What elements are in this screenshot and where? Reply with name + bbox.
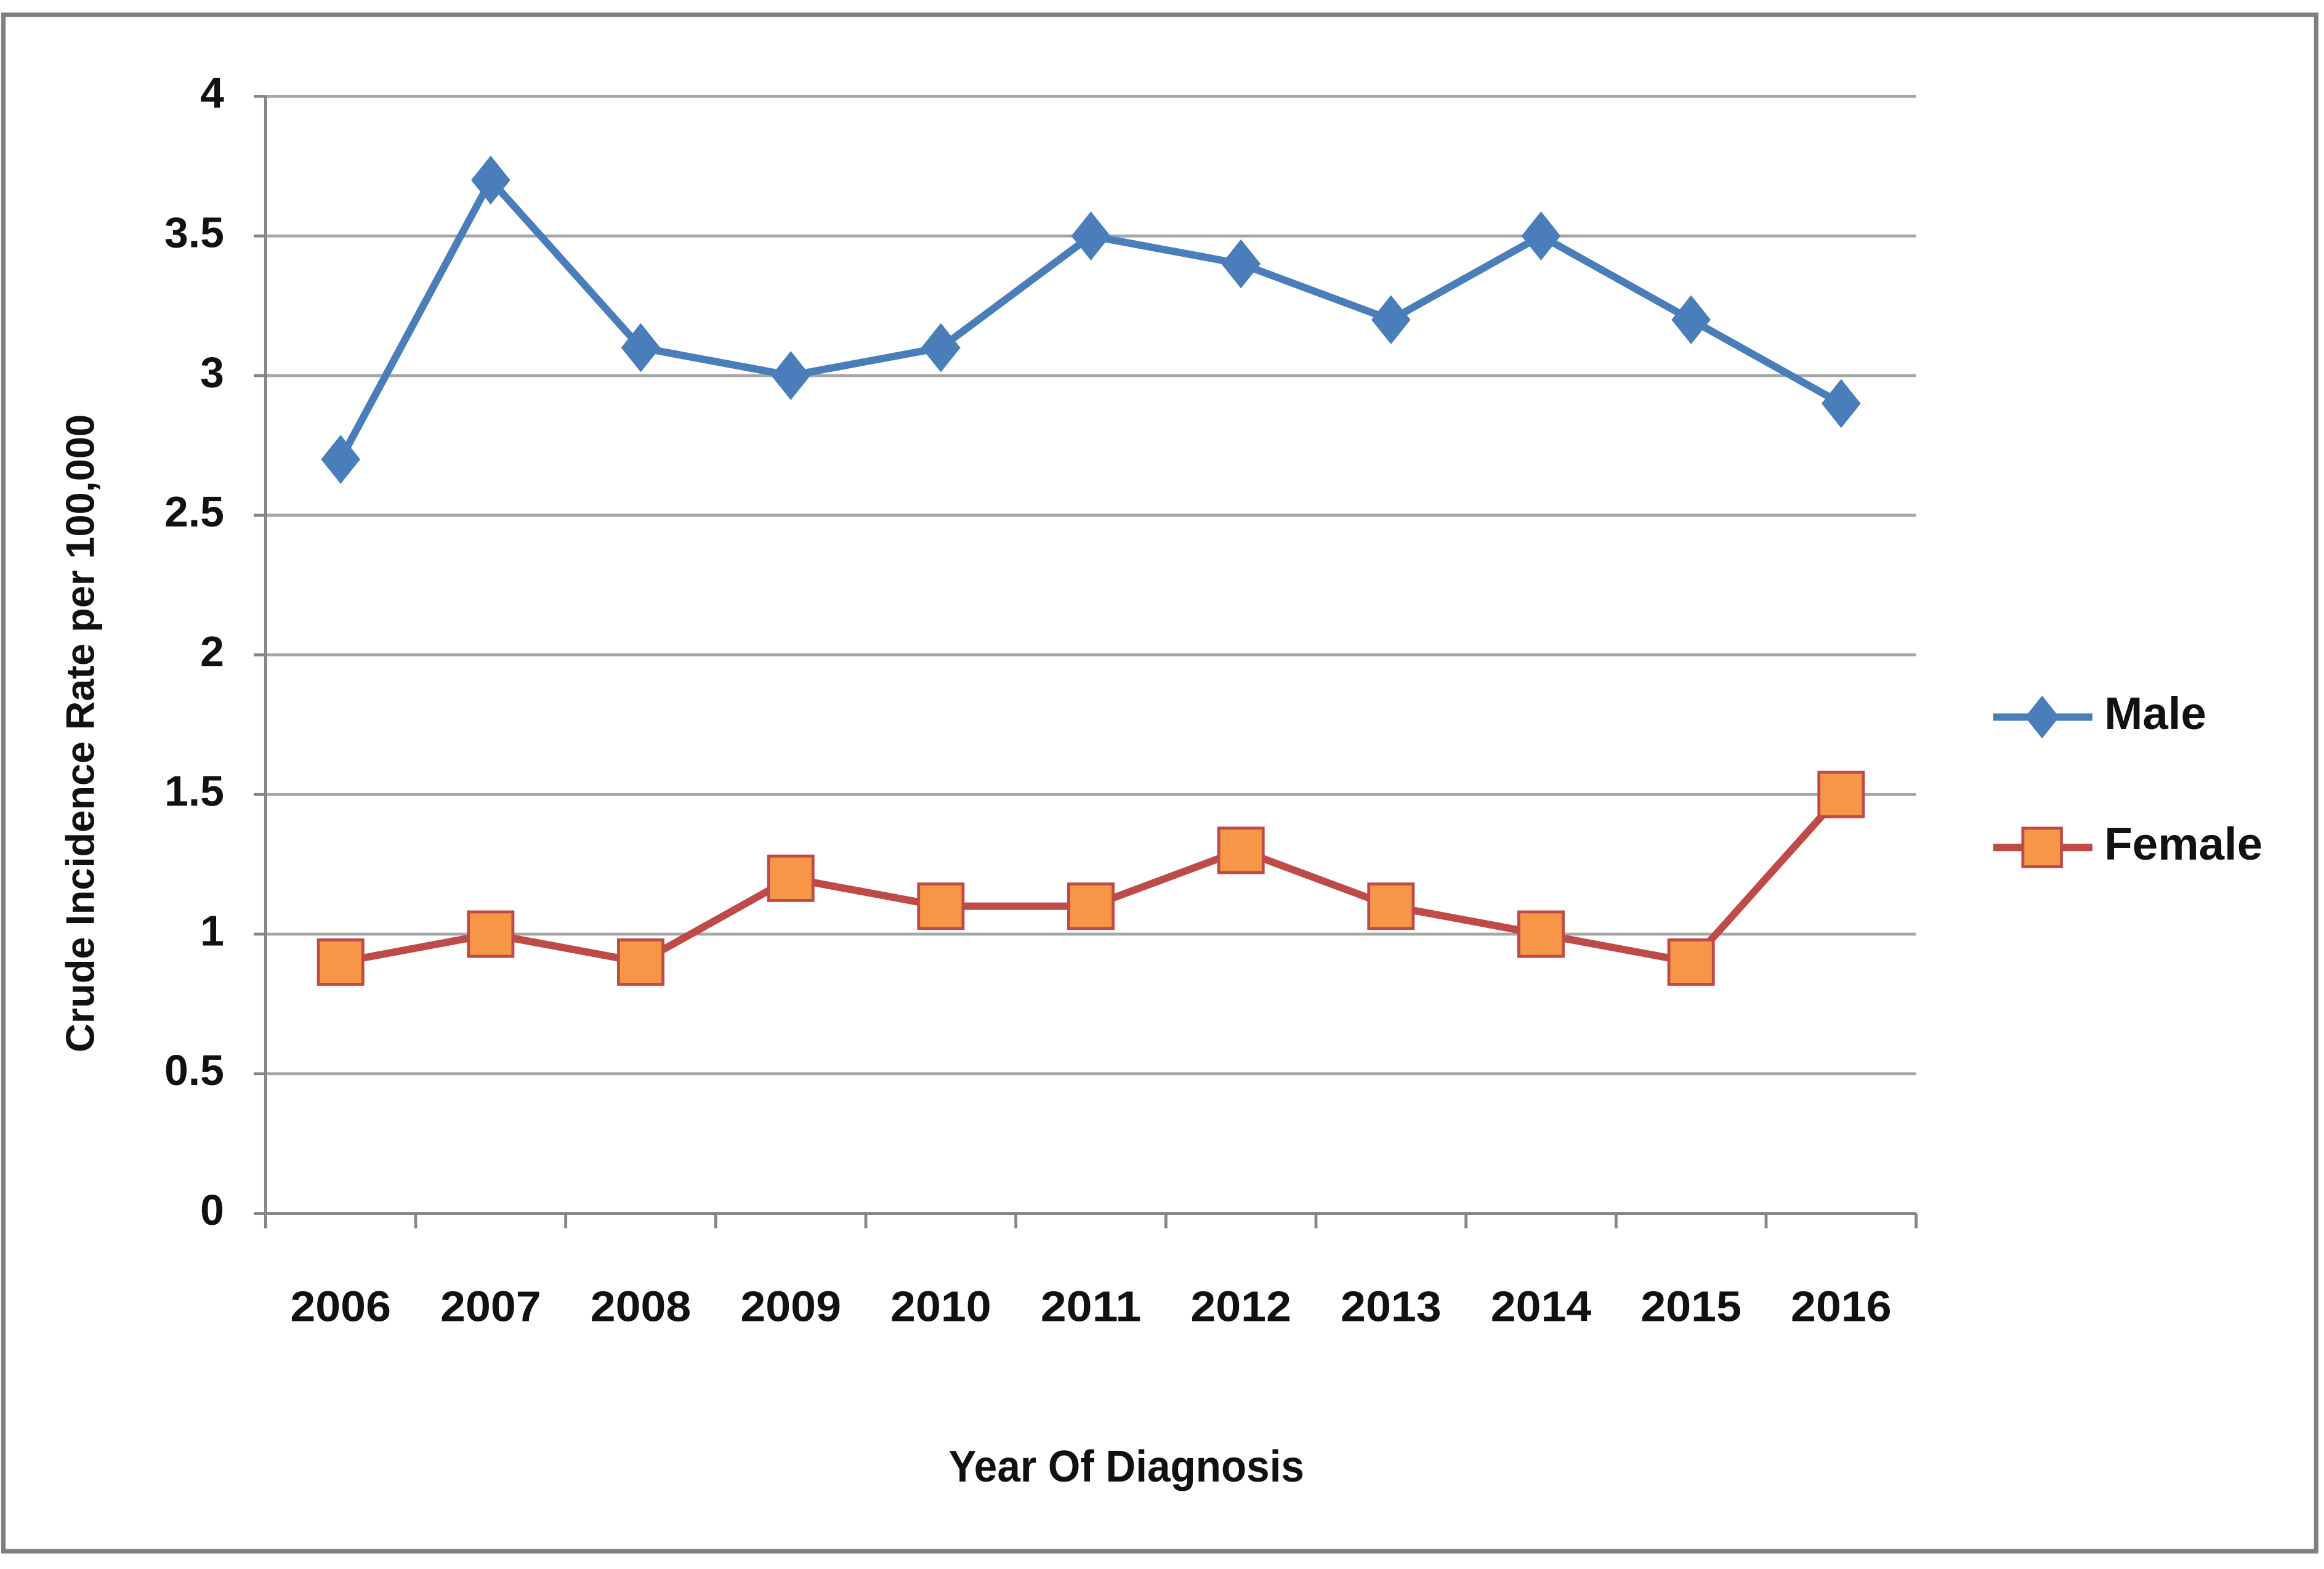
data-point [1071,211,1111,260]
data-point [921,323,961,373]
x-tick-label: 2015 [1640,1282,1741,1330]
legend-marker [2021,826,2063,868]
y-tick-label: 1.5 [164,767,224,815]
data-point [1221,239,1261,289]
y-axis-title: Crude Incidence Rate per 100,000 [58,414,103,1052]
legend-label: Male [2104,687,2206,739]
x-tick-label: 2006 [290,1282,391,1330]
y-tick-label: 0.5 [164,1046,224,1094]
data-point [917,882,965,930]
x-tick-label: 2011 [1041,1282,1142,1330]
legend-label: Female [2104,818,2262,869]
data-point [1671,295,1711,345]
data-point [767,854,815,902]
data-point [1517,910,1565,958]
data-point [467,910,515,958]
x-axis-title: Year Of Diagnosis [949,1442,1304,1491]
y-tick-label: 2.5 [164,488,224,536]
x-tick-label: 2013 [1341,1282,1442,1330]
y-tick-label: 3 [200,348,224,396]
chart-frame [1,12,2318,1554]
x-tick-label: 2012 [1190,1282,1291,1330]
data-point [1067,882,1115,930]
data-point [1367,882,1415,930]
x-tick-label: 2016 [1791,1282,1892,1330]
x-tick-label: 2014 [1491,1282,1592,1330]
legend-marker [2025,695,2060,739]
data-point [1371,295,1411,345]
y-tick-label: 4 [200,69,224,117]
data-point [1821,379,1861,429]
x-tick-label: 2008 [591,1282,692,1330]
data-point [321,435,361,484]
data-point [771,351,811,400]
data-point [621,323,661,373]
x-tick-label: 2007 [440,1282,541,1330]
y-tick-label: 3.5 [164,209,224,257]
y-tick-label: 2 [200,627,224,676]
data-point [470,155,510,205]
data-point [1667,938,1715,986]
y-tick-label: 0 [200,1186,224,1234]
data-point [1217,826,1265,874]
y-tick-label: 1 [200,906,224,954]
data-point [317,938,365,986]
data-point [617,938,665,986]
data-point [1817,770,1865,818]
x-tick-label: 2010 [890,1282,991,1330]
x-tick-label: 2009 [740,1282,841,1330]
data-point [1521,211,1561,260]
